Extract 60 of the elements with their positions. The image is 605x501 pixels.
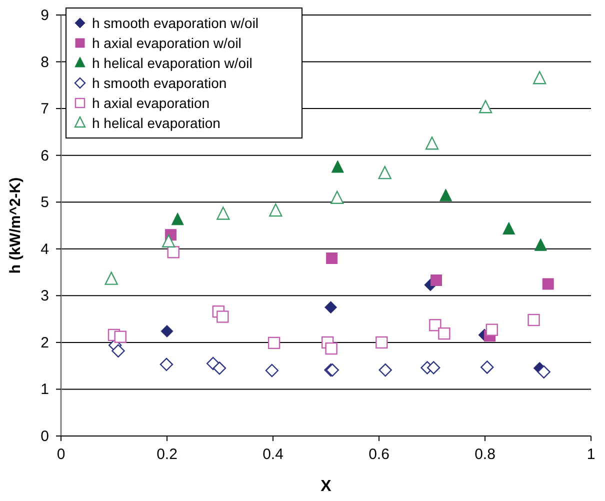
y-tick-label: 9 xyxy=(40,7,49,24)
point xyxy=(426,361,440,374)
point xyxy=(171,212,184,226)
y-tick-label: 8 xyxy=(40,54,49,71)
x-tick-label: 0.2 xyxy=(156,446,178,463)
x-tick-label: 1 xyxy=(586,446,596,463)
y-tick-label: 7 xyxy=(40,100,49,118)
point xyxy=(212,362,226,375)
legend-label: h axial evaporation w/oil xyxy=(92,35,242,51)
point xyxy=(528,314,540,326)
point xyxy=(104,272,118,285)
point xyxy=(542,278,554,290)
y-tick-label: 5 xyxy=(40,194,49,212)
point xyxy=(486,324,498,336)
point xyxy=(331,160,344,173)
y-tick-label: 1 xyxy=(40,381,49,398)
y-axis-title: h (kW/m^2-K) xyxy=(7,177,24,274)
point xyxy=(502,222,516,234)
x-tick-label: 0.6 xyxy=(368,446,390,463)
point xyxy=(330,190,344,204)
point xyxy=(430,274,442,286)
legend-label: h helical evaporation xyxy=(92,115,220,131)
point xyxy=(160,324,174,338)
y-tick-label: 6 xyxy=(40,147,49,164)
point xyxy=(216,206,230,220)
point xyxy=(438,327,450,340)
legend-label: h axial evaporation xyxy=(92,95,210,111)
point xyxy=(162,234,176,248)
point xyxy=(269,203,282,217)
x-tick-label: 0.8 xyxy=(474,446,496,463)
point xyxy=(425,136,439,150)
x-axis-title: X xyxy=(320,478,332,495)
y-tick-label: 2 xyxy=(40,334,49,352)
point xyxy=(160,358,174,372)
point xyxy=(324,301,338,314)
legend-label: h smooth evaporation w/oil xyxy=(92,15,259,31)
point xyxy=(478,100,492,114)
point xyxy=(216,310,229,323)
point xyxy=(268,336,280,350)
point xyxy=(114,330,126,343)
point xyxy=(112,344,125,358)
point xyxy=(378,166,392,180)
legend-label: h helical evaporation w/oil xyxy=(92,55,252,71)
point xyxy=(537,365,550,379)
point xyxy=(440,188,452,202)
point xyxy=(265,364,279,378)
x-tick-label: 0.4 xyxy=(262,446,284,463)
y-tick-label: 3 xyxy=(40,288,49,305)
x-tick-label: 0 xyxy=(56,446,66,463)
y-tick-label: 0 xyxy=(40,428,49,445)
point xyxy=(167,246,180,258)
point xyxy=(480,360,494,374)
legend-label: h smooth evaporation xyxy=(92,75,227,91)
point xyxy=(326,252,338,264)
point xyxy=(325,342,338,355)
point xyxy=(534,238,547,251)
point xyxy=(376,336,388,349)
point xyxy=(378,363,392,377)
point xyxy=(532,71,546,84)
y-tick-label: 4 xyxy=(40,240,49,258)
